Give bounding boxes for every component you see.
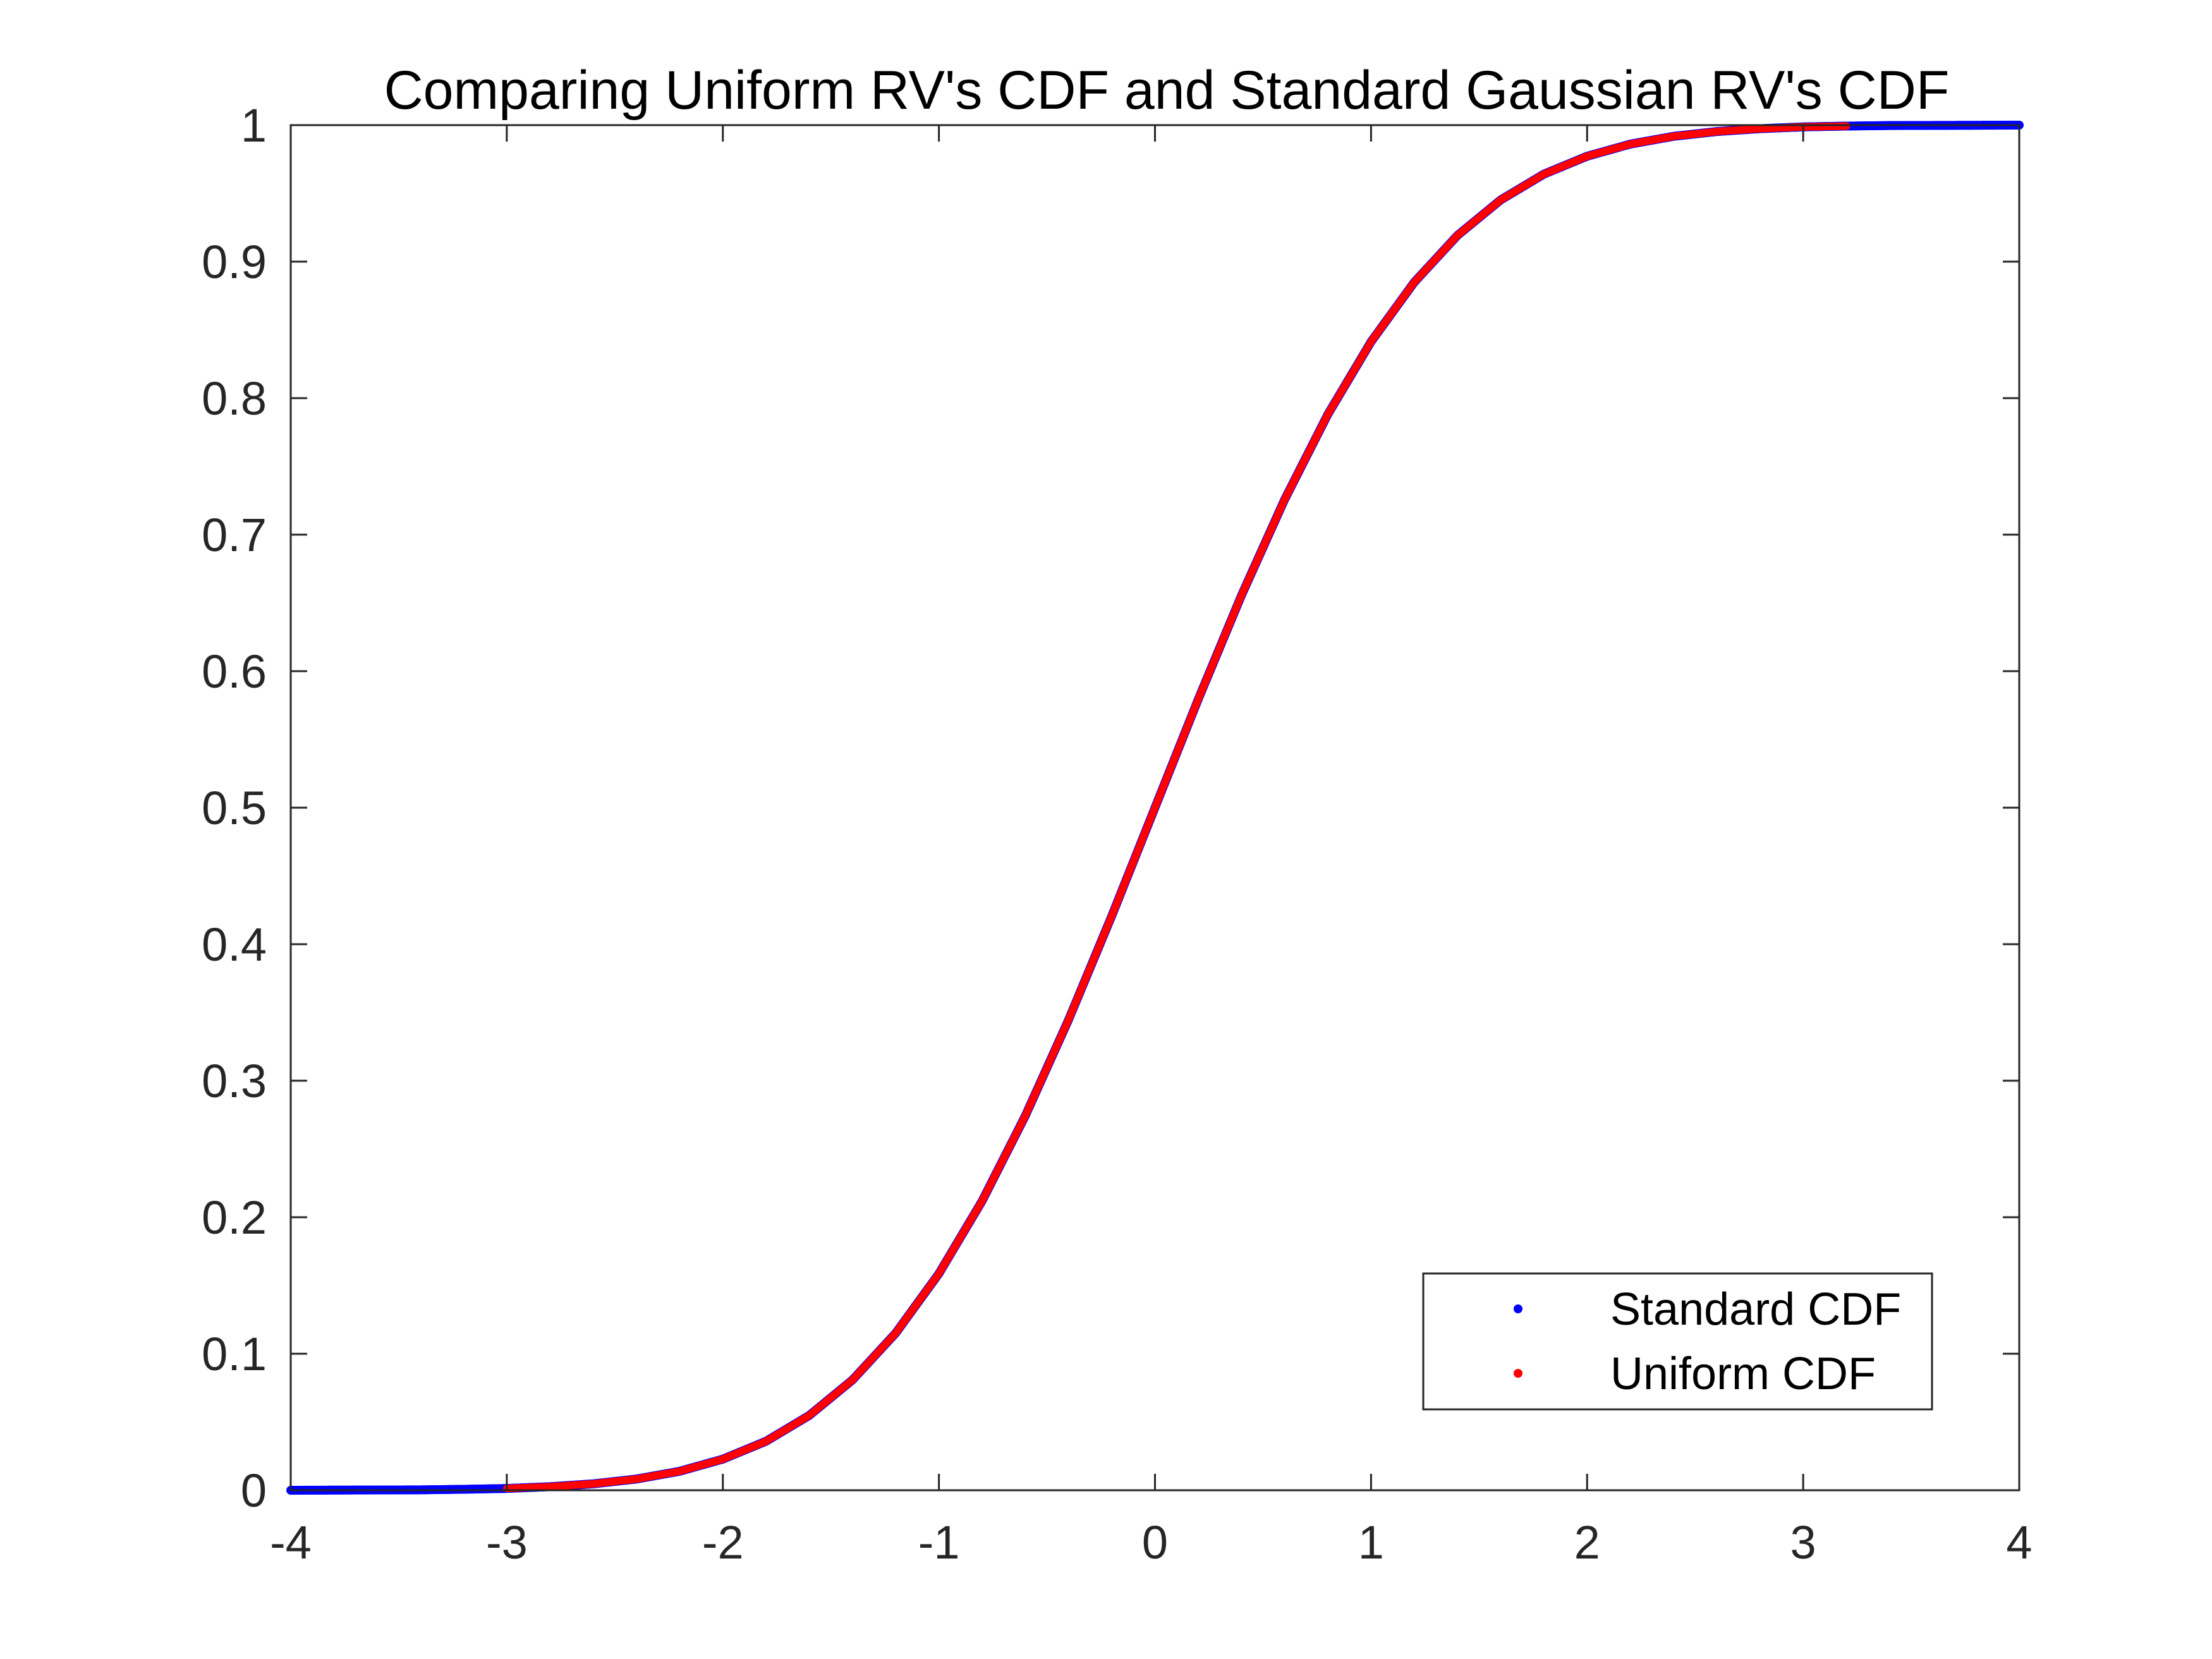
legend-box: [1422, 1272, 1933, 1411]
x-tick-label: 0: [1142, 1516, 1168, 1569]
legend-marker-standard-cdf: [1514, 1304, 1522, 1313]
y-tick-label: 1: [241, 99, 267, 152]
ticks-layer: -4 -3 -2 -1 0 1 2 3 4 0 0.1 0.2 0.3 0.4 0.5 0.6 0.7 0.8 0.…: [202, 99, 2032, 1569]
x-tick-label: -1: [918, 1516, 960, 1569]
y-tick-label: 0.1: [202, 1328, 267, 1380]
x-tick-label: 4: [2006, 1516, 2032, 1569]
x-tick-label: -2: [702, 1516, 744, 1569]
legend-label-uniform-cdf: Uniform CDF: [1610, 1349, 1876, 1399]
x-tick-label: -3: [486, 1516, 528, 1569]
chart-title: Comparing Uniform RV's CDF and Standard …: [384, 60, 1950, 121]
y-tick-label: 0.7: [202, 509, 267, 561]
x-tick-label: -4: [270, 1516, 312, 1569]
y-tick-label: 0.2: [202, 1191, 267, 1244]
y-tick-label: 0: [241, 1464, 267, 1517]
legend-marker-uniform-cdf: [1514, 1369, 1522, 1378]
y-tick-label: 0.3: [202, 1055, 267, 1107]
legend: Standard CDF Uniform CDF: [1422, 1272, 1933, 1411]
y-tick-label: 0.9: [202, 236, 267, 288]
y-tick-label: 0.5: [202, 782, 267, 834]
x-tick-label: 3: [1790, 1516, 1816, 1569]
axes-box: [289, 124, 2021, 1492]
legend-label-standard-cdf: Standard CDF: [1610, 1284, 1901, 1335]
y-tick-label: 0.8: [202, 372, 267, 425]
y-tick-label: 0.4: [202, 918, 267, 971]
x-tick-label: 1: [1358, 1516, 1384, 1569]
y-tick-label: 0.6: [202, 645, 267, 698]
x-tick-label: 2: [1574, 1516, 1600, 1569]
uniform-cdf-point: [1842, 122, 1850, 130]
